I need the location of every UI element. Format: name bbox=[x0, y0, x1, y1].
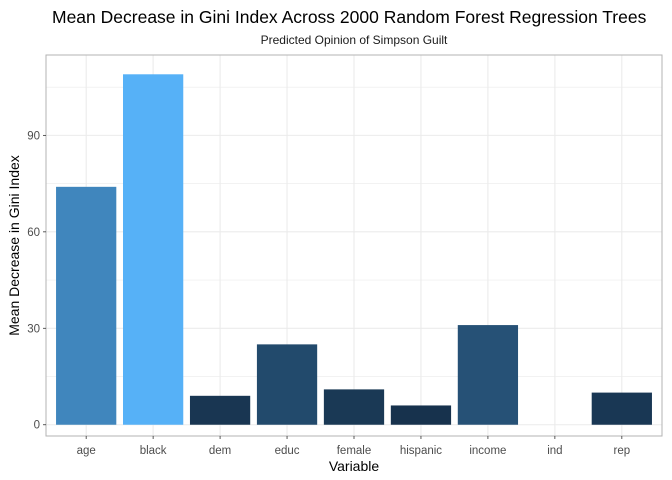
y-tick-label: 0 bbox=[34, 420, 40, 432]
x-tick-label-income: income bbox=[469, 445, 506, 457]
y-tick-label: 90 bbox=[27, 130, 40, 142]
x-tick-label-rep: rep bbox=[614, 445, 631, 457]
bar-rep bbox=[591, 392, 652, 425]
bars bbox=[56, 74, 652, 425]
y-tick-label: 30 bbox=[27, 323, 40, 335]
bar-dem bbox=[189, 395, 251, 425]
x-tick-label-black: black bbox=[140, 445, 167, 457]
x-tick-label-ind: ind bbox=[547, 445, 562, 457]
x-axis-ticks: age black dem educ female hispanic income ind re… bbox=[77, 436, 631, 457]
bar-hispanic bbox=[390, 405, 452, 425]
y-tick-label: 60 bbox=[27, 227, 40, 239]
x-tick-label-hispanic: hispanic bbox=[400, 445, 442, 457]
bar-age bbox=[56, 186, 117, 425]
y-axis-title: Mean Decrease in Gini Index bbox=[6, 155, 22, 336]
x-tick-label-age: age bbox=[77, 445, 96, 457]
x-tick-label-dem: dem bbox=[209, 445, 231, 457]
chart-subtitle: Predicted Opinion of Simpson Guilt bbox=[260, 33, 448, 47]
x-axis-title: Variable bbox=[329, 458, 380, 474]
bar-income bbox=[457, 325, 519, 425]
x-tick-label-female: female bbox=[337, 445, 372, 457]
bar-female bbox=[323, 389, 385, 425]
y-axis-ticks: 0 30 60 90 bbox=[27, 130, 46, 432]
bar-black bbox=[123, 74, 184, 425]
x-tick-label-educ: educ bbox=[275, 445, 300, 457]
bar-educ bbox=[256, 344, 318, 425]
